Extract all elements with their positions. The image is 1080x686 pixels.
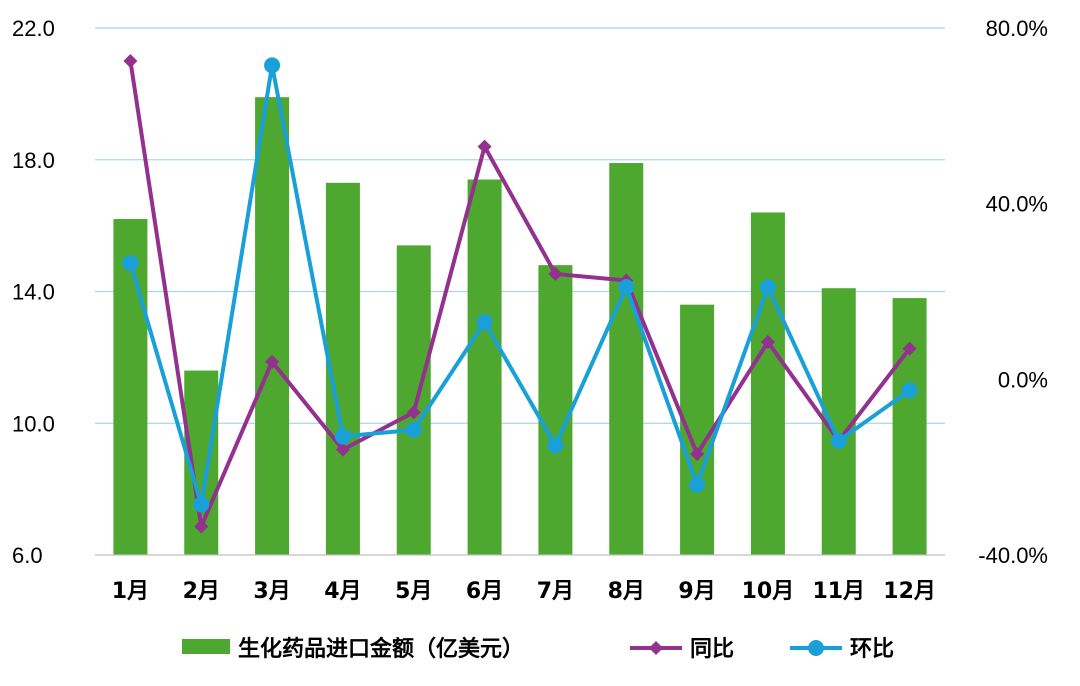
- data-point: [901, 382, 918, 399]
- x-tick-label: 11月: [812, 579, 865, 604]
- y-left-tick-label: 6.0: [12, 543, 43, 568]
- x-tick-label: 12月: [883, 579, 936, 604]
- data-point: [335, 442, 350, 457]
- x-tick-label: 10月: [742, 579, 795, 604]
- bar: [892, 298, 927, 555]
- y-left-tick-label: 10.0: [12, 411, 55, 436]
- line-series: [122, 53, 918, 534]
- bar: [396, 245, 431, 555]
- x-tick-label: 6月: [466, 579, 503, 604]
- data-point: [690, 446, 705, 461]
- data-point: [476, 314, 493, 331]
- bar: [255, 97, 290, 555]
- bar: [113, 219, 148, 555]
- data-point: [759, 279, 776, 296]
- x-tick-label: 8月: [608, 579, 645, 604]
- data-point: [760, 335, 775, 350]
- data-point: [264, 57, 281, 74]
- y-left-tick-label: 22.0: [12, 16, 55, 41]
- data-point: [265, 354, 280, 369]
- x-tick-label: 9月: [678, 579, 715, 604]
- data-point: [830, 432, 847, 449]
- data-point: [618, 279, 635, 296]
- y-right-tick-label: 0.0%: [998, 367, 1048, 392]
- data-point: [123, 53, 138, 68]
- x-tick-label: 7月: [537, 579, 574, 604]
- data-point: [193, 496, 210, 513]
- y-right-tick-label: 40.0%: [986, 192, 1048, 217]
- x-tick-label: 4月: [324, 579, 361, 604]
- data-point: [902, 341, 917, 356]
- legend-label: 环比: [850, 637, 894, 662]
- bar: [750, 212, 785, 555]
- data-point: [122, 254, 139, 271]
- x-tick-label: 5月: [395, 579, 432, 604]
- y-left-tick-label: 18.0: [12, 148, 55, 173]
- bar: [467, 179, 502, 555]
- data-point: [547, 437, 564, 454]
- x-tick-label: 1月: [112, 579, 149, 604]
- data-point: [548, 266, 563, 281]
- data-point: [406, 405, 421, 420]
- bar: [609, 163, 644, 555]
- axes: 6.0 10.0 14.0 18.0 22.0 -40.0% 0.0% 40.0% 80.0% 1…: [12, 16, 1048, 604]
- y-left-tick-label: 14.0: [12, 280, 55, 305]
- data-point: [194, 519, 209, 534]
- data-point: [405, 421, 422, 438]
- y-right-tick-label: -40.0%: [978, 543, 1048, 568]
- series-line: [128, 60, 912, 529]
- data-point: [334, 428, 351, 445]
- bar-series: [113, 97, 927, 555]
- legend-label: 同比: [690, 637, 734, 662]
- x-tick-label: 3月: [253, 579, 290, 604]
- y-right-tick-label: 80.0%: [986, 16, 1048, 41]
- series-line: [128, 63, 911, 507]
- x-tick-label: 2月: [183, 579, 220, 604]
- data-point: [477, 139, 492, 154]
- bar: [538, 265, 573, 555]
- legend-label: 生化药品进口金额（亿美元）: [238, 636, 524, 662]
- legend: 生化药品进口金额（亿美元） 同比 环比: [182, 636, 894, 662]
- data-point: [689, 476, 706, 493]
- legend-swatch: [182, 639, 230, 654]
- legend-marker: [649, 641, 663, 655]
- legend-marker: [808, 640, 824, 656]
